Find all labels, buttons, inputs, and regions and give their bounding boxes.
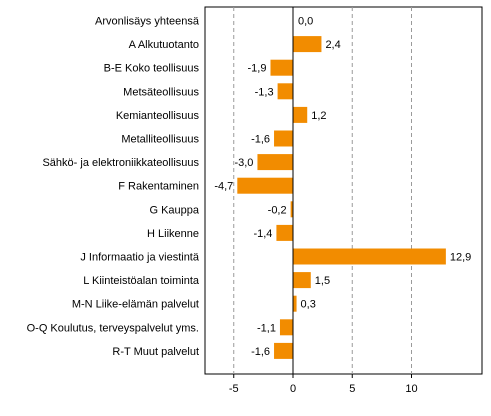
category-label: B-E Koko teollisuus (104, 63, 200, 75)
category-label: R-T Muut palvelut (112, 346, 199, 358)
category-label: G Kauppa (149, 204, 199, 216)
data-label: 0,0 (298, 16, 313, 28)
grid-lines (233, 7, 412, 374)
bar (277, 83, 293, 100)
category-label: Metalliteollisuus (121, 134, 199, 146)
bar (257, 154, 293, 171)
bar (293, 106, 308, 123)
tick-label: 0 (290, 383, 296, 395)
data-label: -1,1 (257, 322, 276, 334)
data-label: 12,9 (450, 252, 471, 264)
data-label: -3,0 (234, 157, 253, 169)
bar (237, 177, 293, 194)
tick-label: 10 (405, 383, 417, 395)
bar (293, 272, 311, 289)
bar (290, 201, 293, 218)
bar (270, 59, 293, 76)
category-label: Arvonlisäys yhteensä (95, 16, 200, 28)
data-label: -1,4 (253, 228, 272, 240)
category-label: J Informaatio ja viestintä (80, 252, 199, 264)
x-axis-ticks: -5 0 5 10 (229, 374, 418, 395)
data-label: 0,3 (301, 299, 316, 311)
category-label: L Kiinteistöalan toiminta (83, 275, 200, 287)
tick-label: -5 (229, 383, 239, 395)
data-label: -1,6 (251, 134, 270, 146)
bar (293, 36, 322, 53)
bar (279, 319, 293, 336)
category-label: Metsäteollisuus (123, 86, 199, 98)
value-labels: 0,0 2,4 -1,9 -1,3 1,2 -1,6 -3,0-4,7 -0,2 -1,4 12,… (214, 16, 471, 358)
data-label: -1,3 (255, 86, 274, 98)
bar (276, 224, 293, 241)
bar (274, 130, 293, 147)
category-label: O-Q Koulutus, terveyspalvelut yms. (27, 322, 199, 334)
data-label: 2,4 (325, 39, 340, 51)
tick-label: 5 (349, 383, 355, 395)
bar (274, 342, 293, 359)
bar (293, 295, 297, 312)
category-label: H Liikenne (147, 228, 199, 240)
category-label: A Alkutuotanto (129, 39, 199, 51)
data-label: 1,5 (315, 275, 330, 287)
data-label: -1,6 (251, 346, 270, 358)
data-label: -1,9 (248, 63, 267, 75)
category-label: F Rakentaminen (118, 181, 199, 193)
data-label: -4,7 (214, 181, 233, 193)
data-label: -0,2 (268, 204, 287, 216)
data-label: 1,2 (311, 110, 326, 122)
bar (293, 248, 446, 265)
category-labels: Arvonlisäys yhteensä A Alkutuotanto B-E Ko… (27, 16, 200, 358)
category-label: M-N Liike-elämän palvelut (72, 299, 199, 311)
category-label: Sähkö- ja elektroniikkateollisuus (42, 157, 199, 169)
category-label: Kemianteollisuus (116, 110, 200, 122)
bars (237, 12, 446, 359)
